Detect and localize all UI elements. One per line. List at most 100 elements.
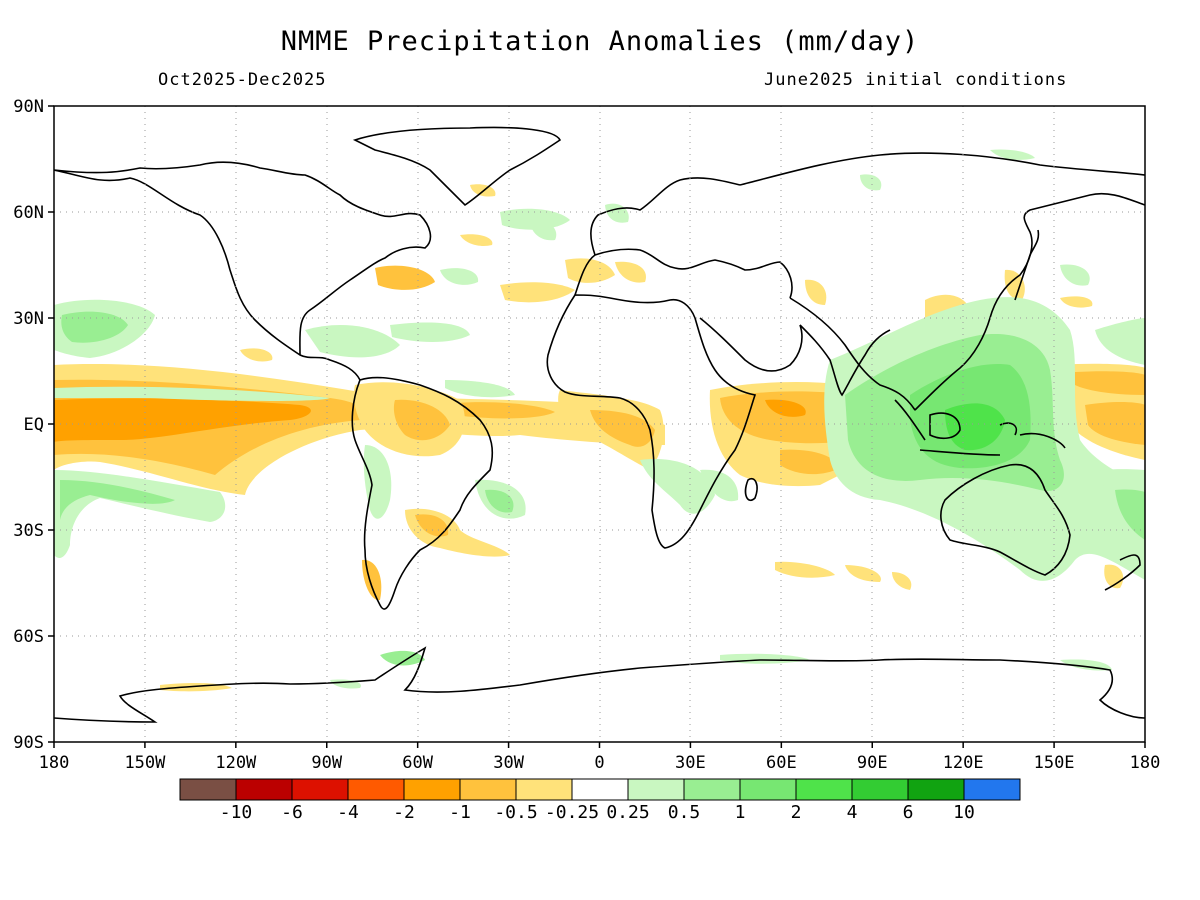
colorbar-swatch	[403, 778, 461, 801]
anomaly-region	[393, 399, 450, 441]
colorbar-label: -4	[337, 802, 359, 823]
colorbar-swatch	[235, 778, 293, 801]
coastlines	[54, 126, 1145, 723]
anomaly-region	[565, 258, 615, 283]
x-tick-label: 90E	[857, 753, 888, 773]
colorbar-swatch	[963, 778, 1021, 801]
anomaly-region	[805, 279, 827, 305]
anomaly-region	[892, 572, 912, 590]
x-tick-label: 150W	[124, 753, 166, 773]
anomaly-shading	[54, 149, 1145, 692]
anomaly-region	[1115, 489, 1145, 540]
y-tick-label: 60S	[13, 627, 44, 647]
anomaly-region	[530, 219, 557, 241]
anomaly-region	[1004, 269, 1025, 300]
y-tick-label: EQ	[24, 415, 44, 435]
anomaly-region	[1095, 318, 1145, 365]
page-title: NMME Precipitation Anomalies (mm/day)	[280, 26, 920, 57]
anomaly-region	[455, 402, 555, 419]
anomaly-region	[485, 489, 514, 513]
europe-coast	[574, 177, 793, 299]
colorbar-label: 6	[903, 802, 914, 823]
anomaly-region	[61, 311, 128, 343]
gridlines	[54, 106, 1145, 742]
colorbar-label: -1	[449, 802, 471, 823]
colorbar-label: -0.5	[494, 802, 537, 823]
anomaly-region	[860, 174, 882, 191]
anomaly-region	[945, 403, 1005, 451]
colorbar-label: -2	[393, 802, 415, 823]
anomaly-region	[415, 514, 449, 537]
colorbar-swatch	[515, 778, 573, 801]
anomaly-region	[615, 261, 646, 283]
colorbar-label: 4	[847, 802, 858, 823]
anomaly-region	[780, 449, 840, 475]
anomaly-region	[845, 565, 881, 582]
x-tick-label: 0	[594, 753, 604, 773]
antarctica-coast	[54, 646, 1145, 723]
africa-coast	[546, 294, 757, 549]
colorbar-swatch	[571, 778, 629, 801]
anomaly-region	[765, 399, 806, 417]
colorbar-swatch	[627, 778, 685, 801]
initial-conditions: June2025 initial conditions	[764, 70, 1068, 90]
x-axis: 180 150W 120W 90W 60W 30W 0 30E 60E 90E 120E 150E 18…	[39, 742, 1161, 773]
colorbar-swatch	[179, 778, 237, 801]
x-tick-label: 150E	[1034, 753, 1075, 773]
colorbar-swatch	[683, 778, 741, 801]
x-tick-label: 120W	[215, 753, 257, 773]
australia-coast	[940, 463, 1071, 576]
anomaly-region	[1060, 264, 1090, 286]
north-america-coast	[54, 161, 432, 381]
y-tick-label: 90N	[13, 97, 44, 117]
y-axis: 90N 60N 30N EQ 30S 60S 90S	[13, 97, 54, 753]
anomaly-region	[362, 559, 382, 601]
y-tick-label: 60N	[13, 203, 44, 223]
colorbar: -10 -6 -4 -2 -1 -0.5 -0.25 0.25 0.5 1 2 4 6 10	[179, 778, 1021, 823]
colorbar-label: 10	[953, 802, 975, 823]
anomaly-region	[240, 348, 273, 362]
japan-coast	[1014, 229, 1040, 301]
colorbar-swatch	[795, 778, 853, 801]
anomaly-region	[54, 386, 330, 401]
colorbar-label: -6	[281, 802, 303, 823]
new-zealand-coast	[1104, 554, 1141, 591]
colorbar-swatch	[851, 778, 909, 801]
colorbar-label: -10	[220, 802, 253, 823]
x-tick-label: 30W	[493, 753, 524, 773]
anomaly-region	[1085, 401, 1145, 445]
forecast-period: Oct2025-Dec2025	[158, 70, 327, 90]
colorbar-swatch	[739, 778, 797, 801]
anomaly-region	[470, 184, 496, 197]
colorbar-label: 0.5	[668, 802, 701, 823]
anomaly-region	[363, 445, 392, 519]
anomaly-region	[54, 398, 311, 442]
x-tick-label: 60W	[402, 753, 433, 773]
south-america-coast	[351, 376, 494, 610]
anomaly-region	[305, 325, 400, 358]
anomaly-region	[445, 380, 515, 398]
anomaly-region	[390, 322, 470, 342]
x-tick-label: 120E	[943, 753, 984, 773]
anomaly-region	[1075, 371, 1145, 395]
maritime-continent-coast	[894, 399, 1066, 456]
y-tick-label: 30S	[13, 521, 44, 541]
colorbar-swatch	[291, 778, 349, 801]
colorbar-label: -0.25	[545, 802, 599, 823]
colorbar-swatch	[907, 778, 965, 801]
colorbar-swatch	[459, 778, 517, 801]
anomaly-region	[990, 149, 1035, 160]
x-tick-label: 180	[1130, 753, 1161, 773]
anomaly-region	[500, 282, 575, 303]
anomaly-region	[60, 480, 175, 520]
y-tick-label: 30N	[13, 309, 44, 329]
y-tick-label: 90S	[13, 733, 44, 753]
x-tick-label: 180	[39, 753, 70, 773]
colorbar-label: 2	[791, 802, 802, 823]
madagascar-coast	[744, 478, 758, 502]
anomaly-region	[375, 265, 435, 290]
anomaly-region	[1060, 296, 1093, 308]
anomaly-region	[500, 208, 570, 230]
